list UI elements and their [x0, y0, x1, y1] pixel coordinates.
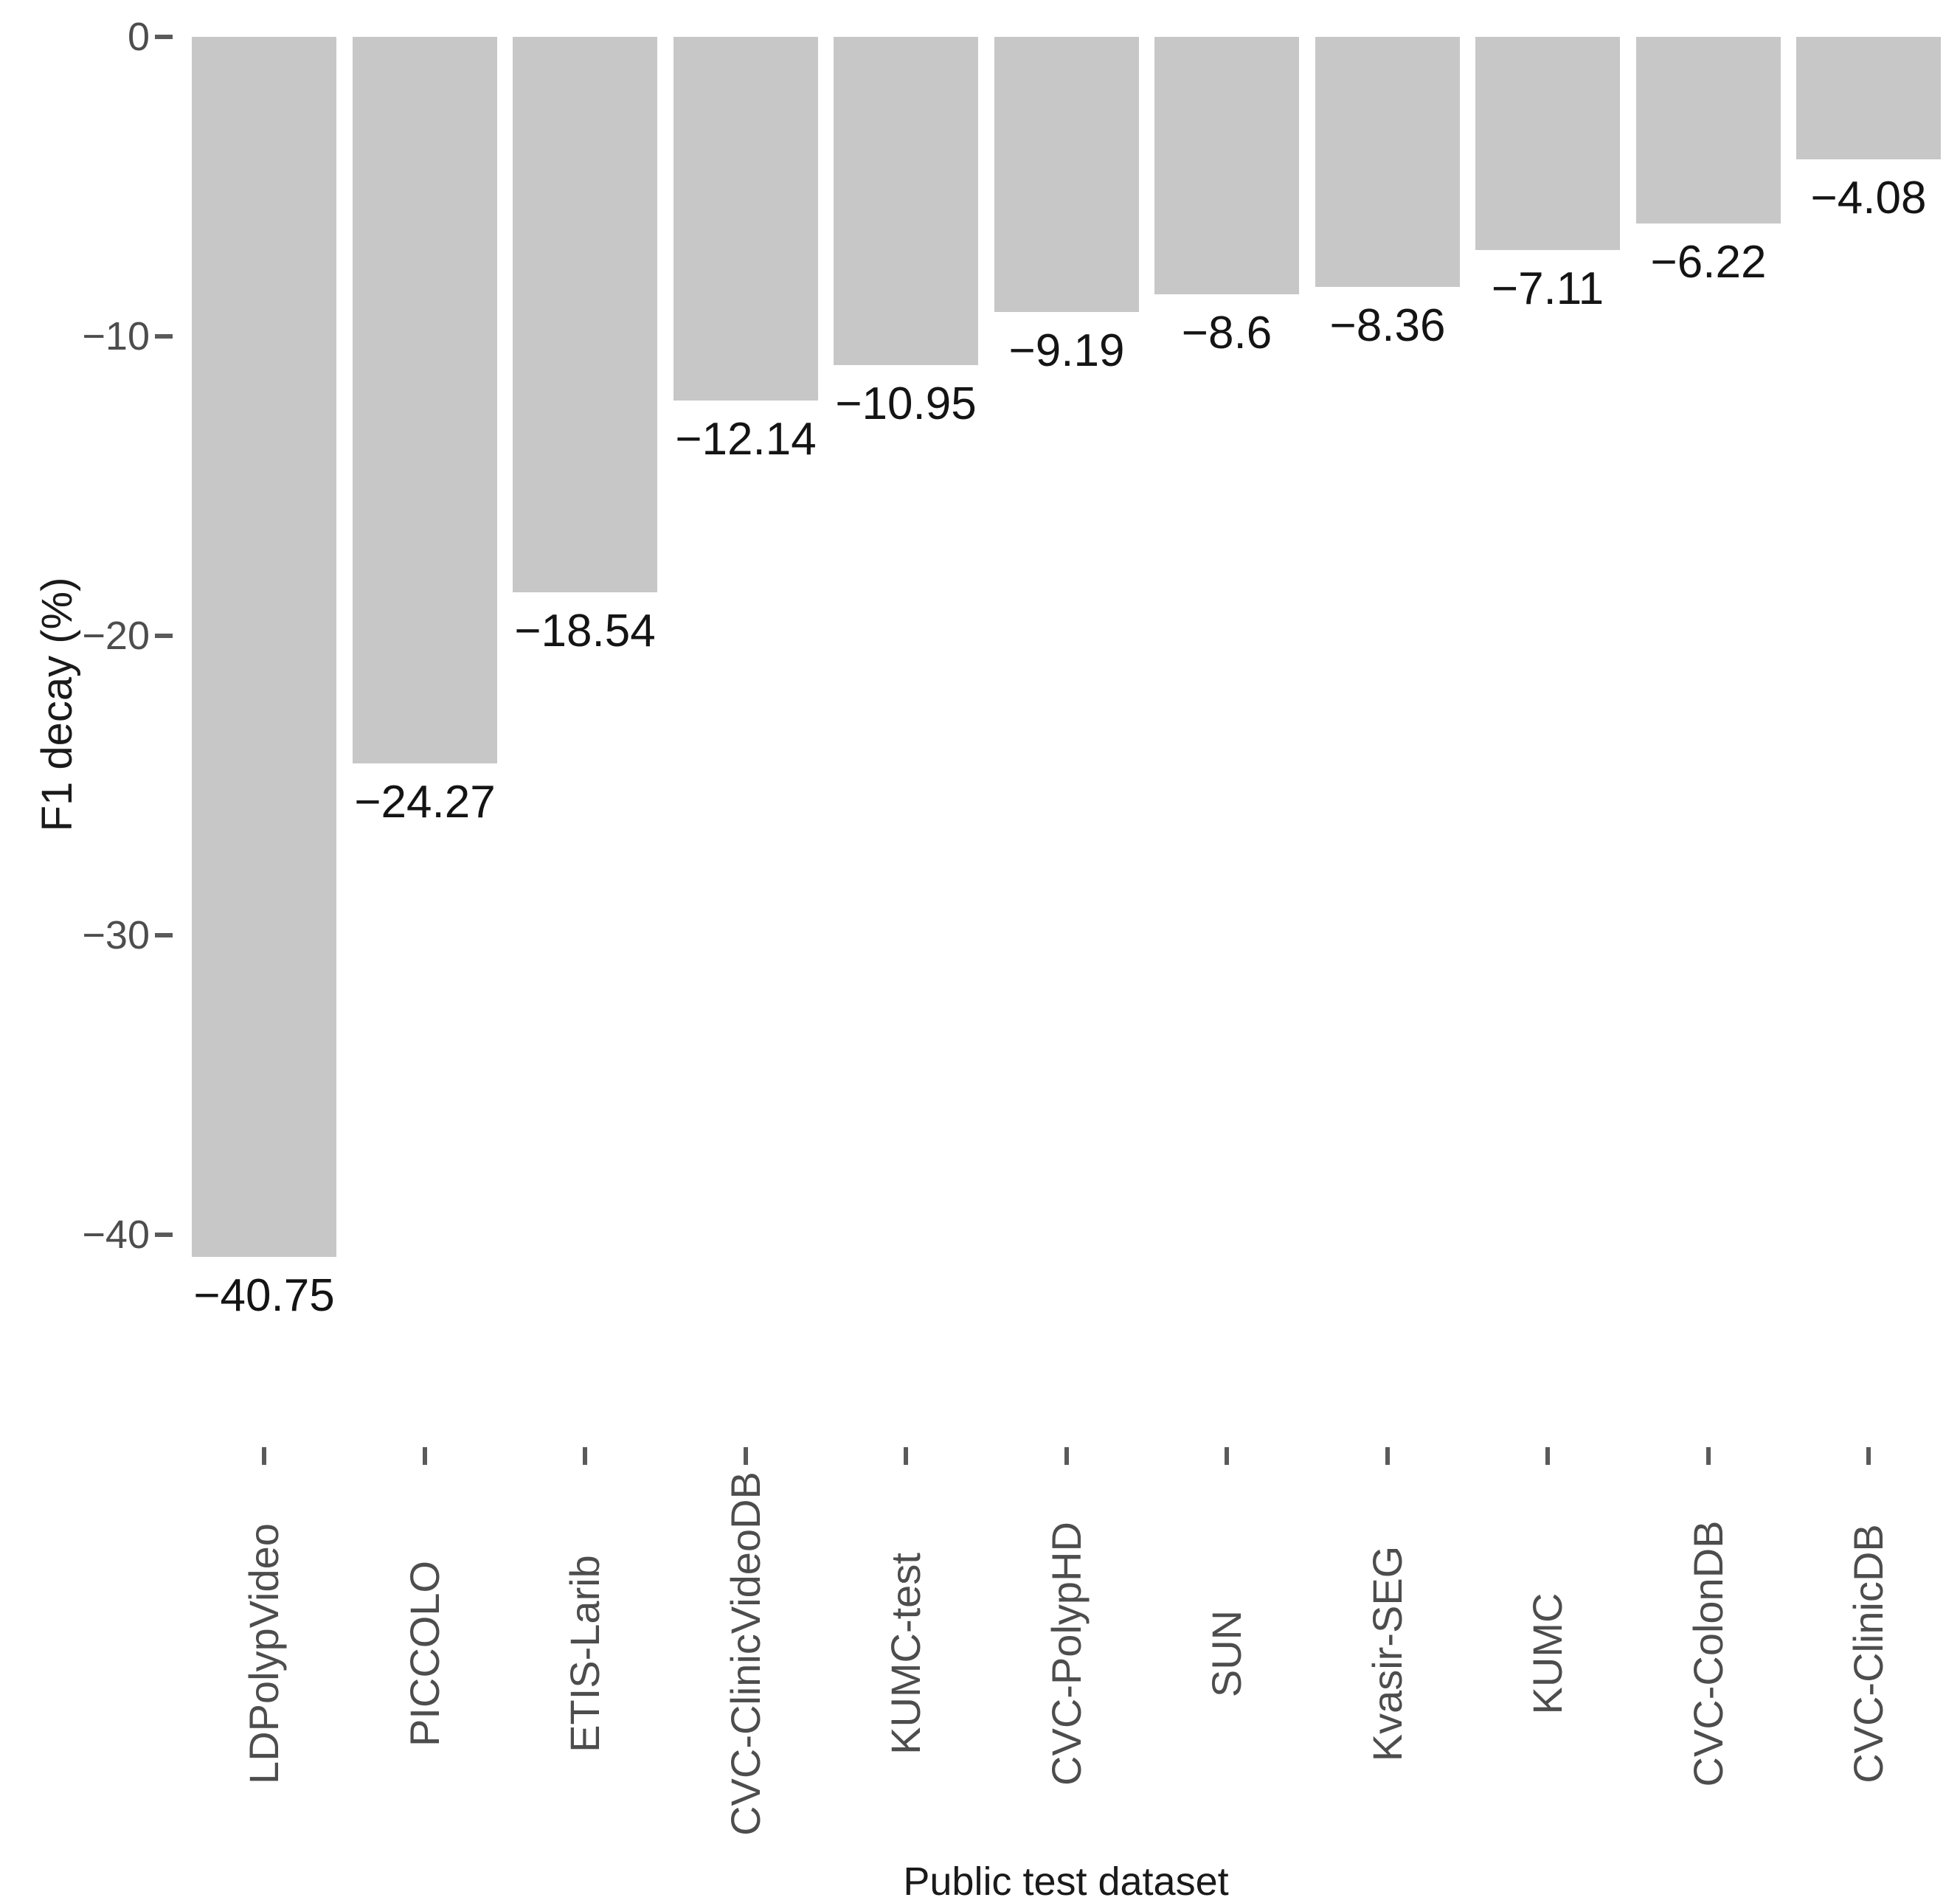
y-axis-tick-label: −30 [82, 913, 150, 957]
bar [673, 37, 818, 401]
category-label: CVC-ColonDB [1685, 1520, 1731, 1787]
bar [1475, 37, 1620, 250]
x-axis-tick [1706, 1447, 1711, 1465]
x-axis-tick [1225, 1447, 1229, 1465]
bar-value-label: −40.75 [193, 1270, 335, 1321]
x-axis-tick [1385, 1447, 1390, 1465]
bar-value-label: −12.14 [675, 414, 817, 465]
bar-value-label: −10.95 [835, 378, 977, 429]
bar [192, 37, 336, 1257]
category-label: KUMC [1524, 1592, 1571, 1715]
bar-value-label: −24.27 [354, 777, 496, 828]
x-axis-tick [262, 1447, 266, 1465]
bar [1796, 37, 1941, 159]
x-axis-tick [904, 1447, 908, 1465]
category-label: ETIS-Larib [561, 1555, 608, 1753]
bar [1636, 37, 1781, 223]
bar-value-label: −8.36 [1329, 300, 1446, 351]
y-axis-tick [155, 1233, 173, 1237]
y-axis-tick [155, 933, 173, 937]
x-axis-tick [744, 1447, 748, 1465]
bar [834, 37, 978, 365]
category-label: Kvasir-SEG [1364, 1545, 1410, 1762]
bar [1315, 37, 1460, 287]
x-axis-tick [1866, 1447, 1871, 1465]
bar-value-label: −4.08 [1810, 173, 1927, 223]
x-axis-tick [423, 1447, 427, 1465]
y-axis-tick [155, 35, 173, 39]
bar [994, 37, 1139, 312]
y-axis-tick-label: −10 [82, 314, 150, 358]
category-label: PICCOLO [401, 1560, 448, 1747]
bar-value-label: −18.54 [514, 606, 656, 656]
bar-value-label: −8.6 [1181, 308, 1272, 358]
category-label: SUN [1203, 1609, 1250, 1698]
x-axis-title: Public test dataset [903, 1859, 1229, 1903]
bar-value-label: −6.22 [1650, 237, 1767, 288]
category-label: LDPolypVideo [240, 1523, 287, 1784]
category-label: CVC-ClinicVideoDB [722, 1472, 769, 1836]
category-label: KUMC-test [882, 1553, 929, 1755]
x-axis-tick [1064, 1447, 1069, 1465]
y-axis-title: F1 decay (%) [33, 577, 81, 832]
bar [513, 37, 657, 592]
y-axis-tick [155, 334, 173, 339]
bar-value-label: −9.19 [1008, 325, 1125, 376]
category-label: CVC-PolypHD [1043, 1522, 1090, 1786]
bar [353, 37, 497, 763]
y-axis-tick-label: 0 [127, 15, 150, 59]
bar [1154, 37, 1299, 294]
y-axis-tick [155, 634, 173, 638]
category-label: CVC-ClinicDB [1845, 1524, 1891, 1784]
y-axis-tick-label: −40 [82, 1213, 150, 1257]
x-axis-tick [1545, 1447, 1550, 1465]
y-axis-tick-label: −20 [82, 614, 150, 658]
x-axis-tick [583, 1447, 587, 1465]
bar-value-label: −7.11 [1491, 263, 1604, 314]
